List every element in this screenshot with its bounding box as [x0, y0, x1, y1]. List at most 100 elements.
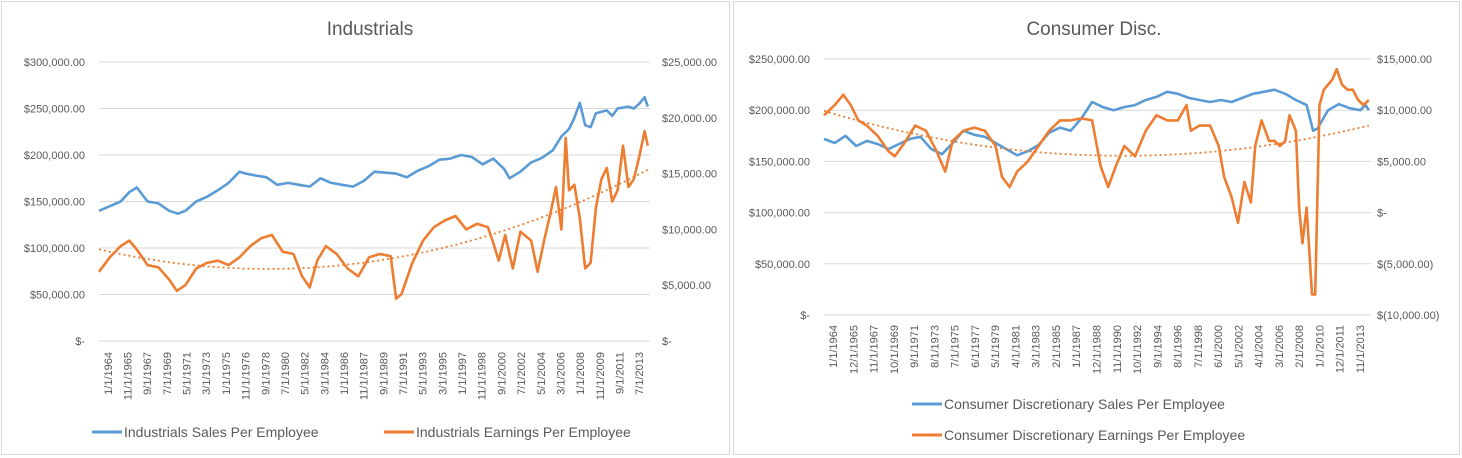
x-tick-label: 3/1/2006 [1274, 325, 1286, 368]
x-tick-label: 2/1/2008 [1294, 325, 1306, 368]
y-right-tick-label: $15,000.00 [1377, 54, 1432, 66]
series-line-sales [823, 88, 1370, 157]
y-right-tick-label: $5,000.00 [1377, 156, 1426, 168]
x-tick-label: 7/1/1991 [398, 352, 410, 395]
x-tick-label: 7/1/2002 [516, 352, 528, 395]
legend-label-sales: Consumer Discretionary Sales Per Employe… [944, 396, 1225, 412]
y-right-tick-label: $5,000.00 [662, 280, 711, 292]
y-left-tick-label: $250,000.00 [749, 54, 810, 66]
x-tick-label: 1/1/2008 [575, 352, 587, 395]
legend-label-sales: Industrials Sales Per Employee [124, 424, 319, 440]
x-tick-label: 11/1/1990 [1112, 325, 1124, 373]
x-tick-label: 9/1/1971 [909, 325, 921, 368]
y-right-tick-label: $20,000.00 [662, 113, 717, 125]
x-tick-label: 4/1/2004 [1254, 325, 1266, 368]
x-tick-label: 9/1/1989 [378, 352, 390, 395]
y-right-tick-label: $- [662, 336, 672, 348]
consumer-disc-chart-panel: Consumer Disc. Consumer Discretionary Sa… [733, 1, 1460, 455]
y-left-tick-label: $100,000.00 [749, 208, 810, 220]
trendline-earnings [98, 168, 649, 270]
x-tick-label: 1/1/1964 [103, 352, 115, 395]
x-tick-label: 8/1/1973 [929, 325, 941, 368]
x-tick-label: 9/1/2011 [614, 352, 626, 394]
x-tick-label: 2/1/1985 [1051, 325, 1063, 368]
x-tick-label: 10/1/1969 [889, 325, 901, 374]
series-line-earnings [823, 67, 1370, 296]
y-right-tick-label: $10,000.00 [1377, 105, 1432, 117]
y-right-tick-label: $(5,000.00) [1377, 259, 1433, 271]
x-tick-label: 7/1/1969 [162, 352, 174, 395]
x-tick-label: 12/1/1988 [1092, 325, 1104, 374]
y-left-tick-label: $50,000.00 [755, 259, 810, 271]
x-tick-label: 7/1/1980 [280, 352, 292, 395]
y-left-tick-label: $50,000.00 [30, 290, 85, 302]
x-tick-label: 1/1/1987 [1071, 325, 1083, 368]
x-tick-label: 7/1/2013 [634, 352, 646, 395]
x-tick-label: 10/1/1992 [1132, 325, 1144, 374]
x-tick-label: 9/1/1967 [142, 352, 154, 395]
x-tick-label: 3/1/1995 [437, 352, 449, 395]
x-tick-label: 3/1/1973 [201, 352, 213, 395]
x-tick-label: 5/1/2002 [1233, 325, 1245, 368]
x-tick-label: 3/1/2006 [555, 352, 567, 395]
x-tick-label: 1/1/1975 [221, 352, 233, 395]
x-tick-label: 5/1/1993 [418, 352, 430, 395]
x-tick-label: 9/1/2000 [496, 352, 508, 395]
x-tick-label: 11/1/1987 [359, 352, 371, 400]
x-tick-label: 3/1/1984 [319, 352, 331, 395]
x-tick-label: 5/1/1979 [990, 325, 1002, 368]
series [823, 67, 1370, 296]
x-tick-label: 6/1/2000 [1213, 325, 1225, 368]
x-tick-label: 4/1/1981 [1010, 325, 1022, 368]
series-line-earnings [97, 129, 650, 300]
y-left-tick-label: $200,000.00 [749, 105, 810, 117]
series [97, 96, 650, 300]
x-tick-label: 11/1/1976 [241, 352, 253, 400]
y-left-tick-label: $150,000.00 [24, 197, 85, 209]
y-right-tick-label: $- [1377, 208, 1387, 220]
y-left-tick-label: $250,000.00 [24, 104, 85, 116]
x-tick-label: 11/1/1967 [869, 325, 881, 373]
x-tick-label: 11/1/2013 [1355, 325, 1367, 373]
x-tick-label: 11/1/2009 [595, 352, 607, 400]
chart-title: Industrials [327, 19, 414, 40]
x-tick-label: 1/1/1997 [457, 352, 469, 395]
x-tick-label: 7/1/1975 [950, 325, 962, 368]
axes: $250,000.00 $200,000.00 $150,000.00 $100,00… [749, 54, 1440, 374]
x-tick-label: 9/1/1978 [260, 352, 272, 395]
y-left-tick-label: $200,000.00 [24, 150, 85, 162]
y-left-tick-label: $100,000.00 [24, 243, 85, 255]
x-tick-label: 5/1/2004 [536, 352, 548, 395]
trendline-earnings [823, 110, 1370, 157]
chart-title: Consumer Disc. [1026, 19, 1161, 40]
y-right-tick-label: $25,000.00 [662, 57, 717, 69]
x-tick-label: 12/1/2011 [1335, 325, 1347, 373]
x-tick-label: 5/1/1982 [300, 352, 312, 395]
x-tick-label: 12/1/1965 [848, 325, 860, 374]
x-tick-label: 11/1/1998 [477, 352, 489, 400]
industrials-chart: Industrials Industrials Sales Per Employ… [24, 19, 717, 440]
gridlines [824, 58, 1371, 316]
x-tick-label: 7/1/1998 [1193, 325, 1205, 368]
y-right-tick-label: $10,000.00 [662, 224, 717, 236]
y-right-tick-label: $15,000.00 [662, 169, 717, 181]
y-left-tick-label: $- [800, 310, 810, 322]
x-tick-label: 3/1/1983 [1031, 325, 1043, 368]
x-tick-label: 1/1/1986 [339, 352, 351, 395]
x-tick-label: 1/1/2010 [1314, 325, 1326, 368]
x-tick-label: 8/1/1996 [1173, 325, 1185, 368]
industrials-chart-panel: Industrials Industrials Sales Per Employ… [1, 1, 730, 455]
legend-label-earnings: Consumer Discretionary Earnings Per Empl… [944, 427, 1245, 443]
series-line-sales [98, 96, 650, 215]
y-left-tick-label: $150,000.00 [749, 156, 810, 168]
y-right-tick-label: $(10,000.00) [1377, 310, 1439, 322]
x-tick-label: 5/1/1971 [182, 352, 194, 395]
x-tick-label: 1/1/1964 [828, 325, 840, 368]
gridlines [99, 61, 650, 342]
y-left-tick-label: $- [75, 336, 85, 348]
legend-label-earnings: Industrials Earnings Per Employee [416, 424, 631, 440]
y-left-tick-label: $300,000.00 [24, 57, 85, 69]
x-tick-label: 6/1/1977 [970, 325, 982, 368]
x-tick-label: 11/1/1965 [123, 352, 135, 400]
consumer-disc-chart: Consumer Disc. Consumer Discretionary Sa… [749, 19, 1440, 443]
